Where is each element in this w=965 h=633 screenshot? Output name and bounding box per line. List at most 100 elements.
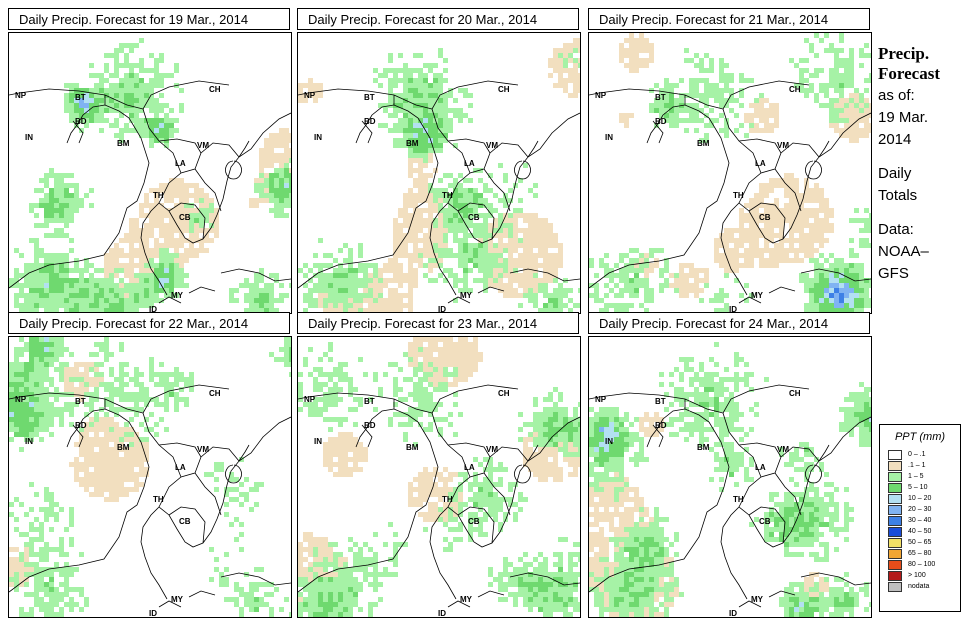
- precip-cell: [438, 507, 443, 512]
- precip-cell: [89, 63, 94, 68]
- precip-cell: [49, 362, 54, 367]
- precip-cell: [834, 123, 839, 128]
- precip-cell: [64, 98, 69, 103]
- precip-cell: [408, 352, 413, 357]
- precip-cell: [503, 203, 508, 208]
- precip-cell: [468, 372, 473, 377]
- precip-cell: [413, 218, 418, 223]
- precip-cell: [594, 293, 599, 298]
- precip-cell: [29, 362, 34, 367]
- precip-cell: [259, 303, 264, 308]
- precip-cell: [463, 377, 468, 382]
- precip-cell: [14, 347, 19, 352]
- precip-cell: [518, 263, 523, 268]
- precip-cell: [679, 273, 684, 278]
- precip-cell: [664, 83, 669, 88]
- precip-cell: [29, 402, 34, 407]
- precip-cell: [34, 243, 39, 248]
- precip-cell: [59, 173, 64, 178]
- precip-cell: [543, 258, 548, 263]
- precip-cell: [124, 53, 129, 58]
- precip-cell: [29, 268, 34, 273]
- precip-cell: [473, 193, 478, 198]
- precip-cell: [844, 78, 849, 83]
- precip-cell: [448, 273, 453, 278]
- precip-cell: [34, 357, 39, 362]
- precip-cell: [34, 213, 39, 218]
- precip-cell: [129, 447, 134, 452]
- precip-cell: [508, 223, 513, 228]
- precip-cell: [814, 298, 819, 303]
- precip-cell: [473, 457, 478, 462]
- precip-cell: [563, 422, 568, 427]
- precip-cell: [619, 253, 624, 258]
- precip-cell: [724, 248, 729, 253]
- precip-cell: [54, 597, 59, 602]
- precip-cell: [34, 422, 39, 427]
- precip-cell: [599, 263, 604, 268]
- precip-cell: [19, 417, 24, 422]
- precip-cell: [343, 273, 348, 278]
- precip-cell: [548, 462, 553, 467]
- precip-cell: [533, 402, 538, 407]
- precip-cell: [149, 278, 154, 283]
- precip-cell: [44, 208, 49, 213]
- precip-cell: [719, 88, 724, 93]
- country-label-bm: BM: [117, 443, 130, 452]
- precip-cell: [398, 233, 403, 238]
- precip-cell: [124, 487, 129, 492]
- precip-cell: [729, 88, 734, 93]
- precip-cell: [428, 158, 433, 163]
- precip-cell: [119, 298, 124, 303]
- precip-cell: [199, 203, 204, 208]
- precip-cell: [438, 98, 443, 103]
- precip-cell: [644, 288, 649, 293]
- precip-cell: [124, 273, 129, 278]
- precip-cell: [69, 198, 74, 203]
- precip-cell: [513, 218, 518, 223]
- precip-cell: [689, 58, 694, 63]
- precip-cell: [433, 73, 438, 78]
- precip-cell: [24, 532, 29, 537]
- precip-cell: [483, 283, 488, 288]
- precip-cell: [438, 357, 443, 362]
- precip-cell: [659, 283, 664, 288]
- precip-cell: [44, 417, 49, 422]
- precip-cell: [849, 138, 854, 143]
- precip-cell: [29, 437, 34, 442]
- precip-cell: [398, 412, 403, 417]
- precip-cell: [84, 392, 89, 397]
- precip-cell: [34, 562, 39, 567]
- precip-cell: [498, 253, 503, 258]
- precip-cell: [368, 278, 373, 283]
- precip-cell: [124, 123, 129, 128]
- precip-cell: [139, 58, 144, 63]
- precip-cell: [473, 482, 478, 487]
- precip-cell: [338, 273, 343, 278]
- precip-cell: [114, 472, 119, 477]
- precip-cell: [543, 592, 548, 597]
- precip-cell: [333, 283, 338, 288]
- precip-cell: [428, 258, 433, 263]
- precip-cell: [438, 143, 443, 148]
- precip-cell: [513, 223, 518, 228]
- precip-cell: [159, 402, 164, 407]
- precip-cell: [729, 233, 734, 238]
- precip-cell: [468, 248, 473, 253]
- precip-cell: [463, 347, 468, 352]
- precip-cell: [513, 582, 518, 587]
- precip-cell: [323, 592, 328, 597]
- precip-cell: [39, 552, 44, 557]
- precip-cell: [69, 537, 74, 542]
- precip-cell: [869, 78, 871, 83]
- precip-cell: [689, 103, 694, 108]
- precip-cell: [418, 193, 423, 198]
- precip-cell: [408, 138, 413, 143]
- precip-cell: [448, 412, 453, 417]
- precip-cell: [209, 238, 214, 243]
- precip-cell: [764, 183, 769, 188]
- precip-cell: [413, 228, 418, 233]
- precip-cell: [704, 268, 709, 273]
- precip-cell: [179, 183, 184, 188]
- precip-cell: [338, 437, 343, 442]
